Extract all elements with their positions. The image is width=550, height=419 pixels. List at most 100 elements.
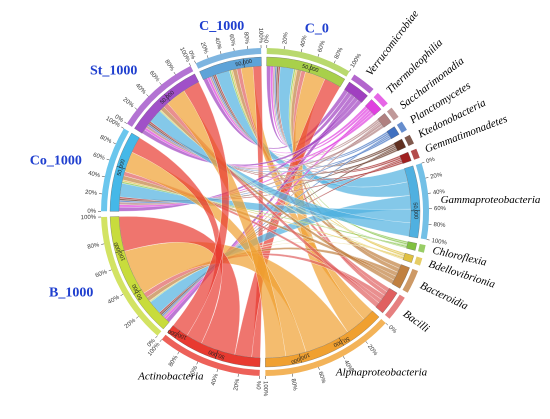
percent-tick (146, 94, 149, 97)
percent-tick (365, 341, 368, 344)
scale-tick (115, 250, 125, 254)
percent-tick (317, 53, 320, 57)
scale-tick (174, 330, 181, 339)
scale-tick-label: 50,000 (301, 64, 319, 74)
percent-tick (108, 269, 112, 272)
percent-tick-label: 80% (290, 378, 298, 391)
scale-tick (308, 64, 312, 73)
percent-ring (414, 256, 423, 266)
percent-tick-label: 0% (113, 114, 124, 124)
scale-tick-label: 50,000 (411, 202, 418, 219)
percent-tick (106, 158, 110, 161)
percent-tick-label: 100% (431, 238, 448, 247)
percent-ring (410, 148, 420, 160)
percent-tick-label: 0% (147, 337, 158, 348)
percent-ring (265, 318, 386, 376)
percent-tick (216, 368, 219, 373)
percent-tick (342, 356, 345, 359)
percent-tick-label: 80% (99, 135, 113, 146)
percent-tick-label: 40% (433, 189, 446, 196)
taxon-label: Actinobacteria (137, 370, 204, 382)
percent-tick (101, 175, 105, 178)
scale-tick-label: 50,000 (208, 348, 226, 359)
taxon-label: Gammaproteobacteria (441, 194, 541, 206)
segment-arc (386, 126, 400, 140)
percent-tick (196, 361, 199, 365)
percent-tick (159, 82, 162, 85)
percent-ring (373, 92, 388, 108)
percent-tick-label: 0% (387, 325, 398, 336)
percent-tick-label: 20% (124, 317, 138, 330)
segment-arc (406, 241, 417, 251)
percent-tick-label: 100% (262, 381, 268, 397)
percent-ring (101, 128, 130, 212)
percent-tick-label: 0% (264, 34, 270, 43)
percent-tick-label: 40% (107, 294, 121, 306)
percent-tick (159, 339, 162, 342)
segment-arc (266, 56, 346, 88)
percent-tick-label: 60% (189, 365, 200, 379)
taxon-label: Bacilli (401, 308, 432, 335)
segment-arc (377, 113, 392, 128)
percent-tick-label: 60% (95, 269, 109, 279)
percent-tick-label: 100% (81, 215, 97, 221)
percent-tick-label: 20% (282, 31, 289, 44)
percent-tick-label: 80% (168, 354, 180, 368)
segment-arc (393, 138, 407, 152)
segment-arc (109, 132, 140, 212)
taxon-label: Bacteroidia (418, 280, 470, 313)
percent-tick (333, 60, 336, 64)
segment-arc (265, 310, 380, 368)
scale-tick (214, 350, 219, 359)
percent-tick (101, 243, 105, 245)
percent-ring (415, 163, 430, 240)
percent-tick (112, 142, 116, 145)
percent-tick (426, 239, 430, 241)
percent-tick-label: 40% (211, 373, 220, 387)
percent-ring (195, 48, 262, 69)
percent-tick-label: 0% (257, 380, 263, 390)
percent-tick-label: 80% (334, 46, 345, 60)
percent-ring (404, 134, 414, 146)
sample-label: St_1000 (90, 63, 137, 78)
percent-tick-label: 0% (426, 157, 437, 166)
percent-tick-label: 20% (121, 97, 135, 110)
percent-tick-label: 100% (350, 52, 363, 69)
percent-tick (301, 49, 303, 53)
percent-tick-label: 100% (178, 47, 191, 64)
ribbons (118, 65, 412, 359)
percent-tick (188, 63, 191, 66)
scale-tick (299, 353, 302, 363)
percent-tick (120, 294, 124, 296)
scale-tick-label: 50,000 (116, 159, 126, 177)
percent-tick (124, 121, 128, 124)
scale-tick (133, 289, 142, 295)
percent-tick-label: 40% (87, 171, 101, 180)
segment-arc (344, 81, 368, 103)
segment-arc (109, 216, 170, 330)
percent-tick (318, 366, 320, 370)
percent-tick-label: 20% (430, 172, 444, 180)
percent-tick-label: 60% (434, 206, 447, 212)
sample-label: C_1000 (199, 19, 244, 34)
percent-tick-label: 40% (213, 37, 222, 51)
percent-tick-label: 0% (87, 209, 96, 215)
sample-label: B_1000 (49, 286, 93, 301)
percent-tick (233, 47, 235, 51)
percent-tick-label: 60% (317, 371, 327, 385)
percent-tick (206, 55, 209, 59)
percent-ring (396, 121, 407, 133)
percent-tick (219, 51, 222, 55)
percent-tick (134, 107, 138, 110)
percent-tick-label: 20% (233, 378, 241, 391)
percent-tick-label: 40% (342, 359, 353, 373)
percent-tick-label: 60% (92, 152, 106, 162)
percent-tick (155, 335, 158, 339)
percent-tick-label: 80% (433, 222, 446, 229)
percent-ring (384, 294, 405, 319)
percent-ring (418, 243, 426, 253)
percent-tick (425, 177, 429, 179)
segment-arc (365, 99, 382, 116)
percent-tick-label: 80% (87, 242, 101, 250)
